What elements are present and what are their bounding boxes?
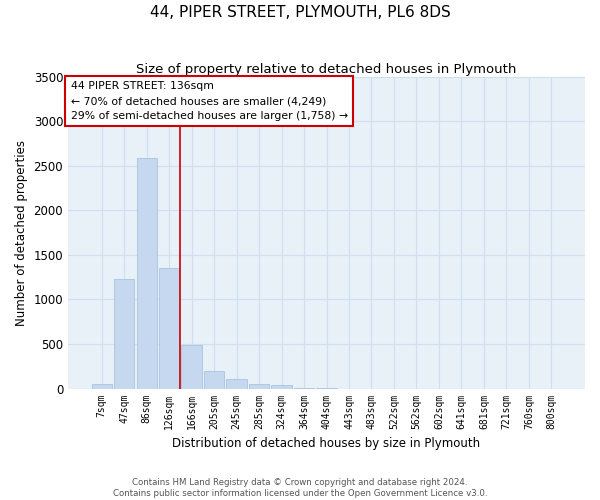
Bar	[159, 268, 179, 388]
Bar	[271, 386, 292, 388]
Y-axis label: Number of detached properties: Number of detached properties	[15, 140, 28, 326]
X-axis label: Distribution of detached houses by size in Plymouth: Distribution of detached houses by size …	[172, 437, 481, 450]
Bar	[137, 158, 157, 388]
Bar	[249, 384, 269, 388]
Text: 44, PIPER STREET, PLYMOUTH, PL6 8DS: 44, PIPER STREET, PLYMOUTH, PL6 8DS	[149, 5, 451, 20]
Bar	[92, 384, 112, 388]
Bar	[226, 379, 247, 388]
Text: 44 PIPER STREET: 136sqm
← 70% of detached houses are smaller (4,249)
29% of semi: 44 PIPER STREET: 136sqm ← 70% of detache…	[71, 82, 348, 121]
Title: Size of property relative to detached houses in Plymouth: Size of property relative to detached ho…	[136, 62, 517, 76]
Bar	[114, 279, 134, 388]
Bar	[181, 345, 202, 389]
Text: Contains HM Land Registry data © Crown copyright and database right 2024.
Contai: Contains HM Land Registry data © Crown c…	[113, 478, 487, 498]
Bar	[204, 370, 224, 388]
